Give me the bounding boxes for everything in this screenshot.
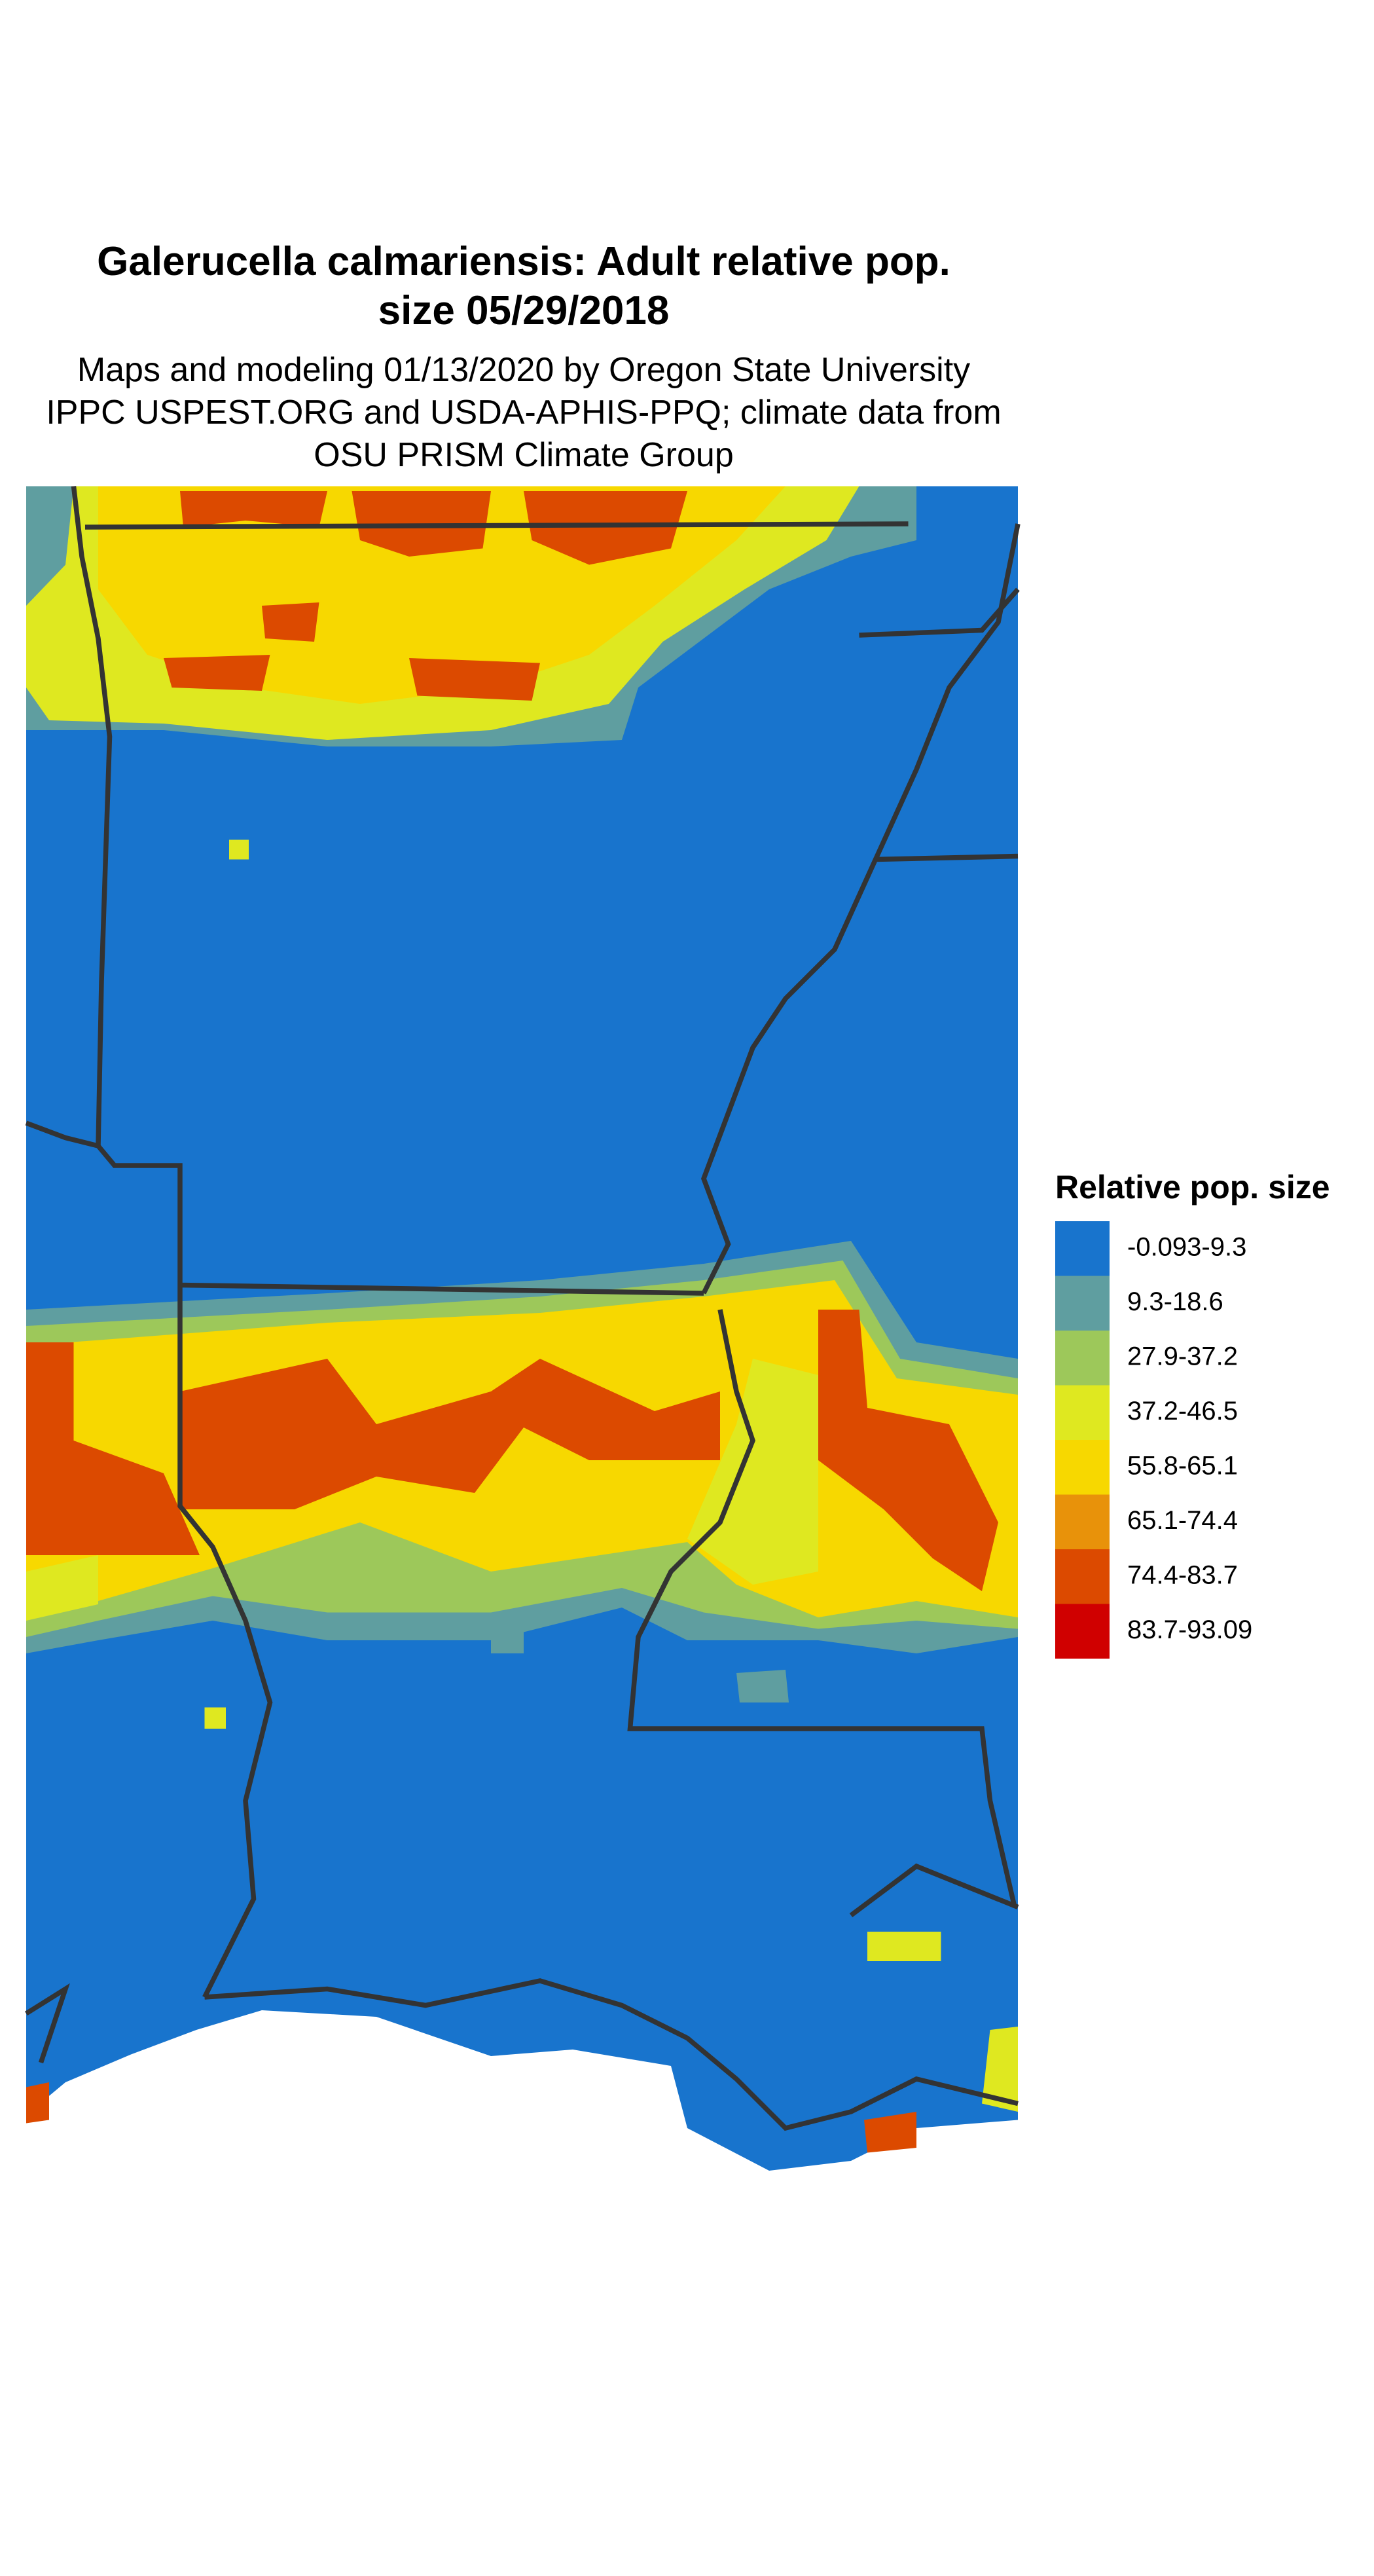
- legend-swatch: [1055, 1276, 1110, 1331]
- subtitle-line: IPPC USPEST.ORG and USDA-APHIS-PPQ; clim…: [46, 394, 1001, 432]
- legend-label: 9.3-18.6: [1127, 1287, 1223, 1316]
- legend-label: -0.093-9.3: [1127, 1233, 1246, 1262]
- state-border: [25, 486, 1021, 2131]
- legend-label: 74.4-83.7: [1127, 1561, 1238, 1590]
- region-patch: [26, 1310, 998, 1591]
- subtitle-line: OSU PRISM Climate Group: [314, 436, 734, 474]
- legend-label: 65.1-74.4: [1127, 1506, 1238, 1535]
- legend-swatch: [1055, 1440, 1110, 1495]
- subtitle-line: Maps and modeling 01/13/2020 by Oregon S…: [77, 351, 970, 389]
- legend-label: 27.9-37.2: [1127, 1342, 1238, 1371]
- legend: -0.093-9.3 9.3-18.6 27.9-37.2 37.2-46.5 55.8…: [1055, 1221, 1252, 1659]
- legend-label: 55.8-65.1: [1127, 1452, 1238, 1481]
- title-line: size 05/29/2018: [378, 288, 670, 333]
- map: [25, 486, 1021, 2171]
- legend-swatch: [1055, 1549, 1110, 1604]
- legend-label: 83.7-93.09: [1127, 1615, 1252, 1644]
- legend-swatch: [1055, 1494, 1110, 1549]
- legend-swatch: [1055, 1385, 1110, 1440]
- legend-swatch: [1055, 1604, 1110, 1659]
- map-title: Galerucella calmariensis: Adult relative…: [97, 239, 950, 333]
- legend-swatch: [1055, 1221, 1110, 1276]
- subtitle: Maps and modeling 01/13/2020 by Oregon S…: [46, 351, 1001, 474]
- legend-swatch: [1055, 1331, 1110, 1386]
- legend-title: Relative pop. size: [1055, 1169, 1330, 1205]
- region-patch: [164, 491, 687, 701]
- title-line: Galerucella calmariensis: Adult relative…: [97, 239, 950, 284]
- region-patch: [491, 1628, 789, 1702]
- legend-label: 37.2-46.5: [1127, 1397, 1238, 1426]
